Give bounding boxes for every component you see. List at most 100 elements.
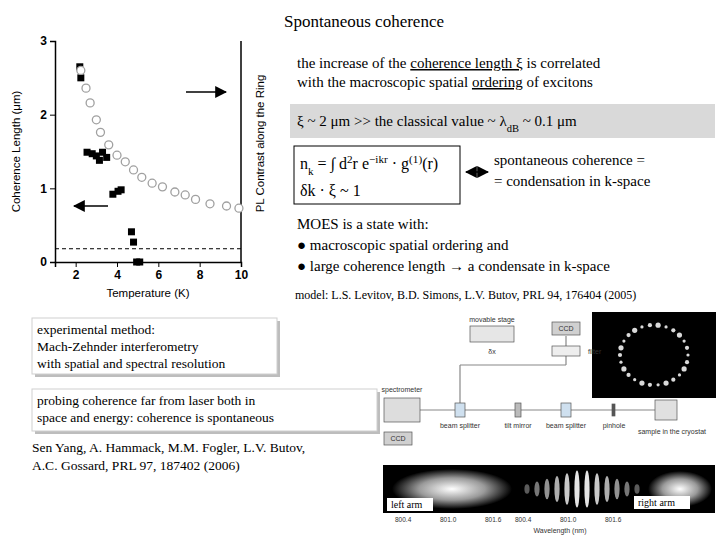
setup-label: beam splitter bbox=[440, 422, 481, 430]
paper-citation: Sen Yang, A. Hammack, M.M. Fogler, L.V. … bbox=[32, 440, 305, 455]
fringe bbox=[634, 484, 639, 494]
data-point bbox=[105, 141, 113, 149]
data-point bbox=[136, 259, 143, 266]
ccd-left bbox=[384, 432, 412, 445]
setup-label: CCD bbox=[558, 325, 573, 332]
wavelength-tick: 801.0 bbox=[440, 516, 457, 523]
beam-splitter-1 bbox=[455, 403, 465, 417]
data-point bbox=[138, 173, 146, 181]
beam-path bbox=[460, 364, 566, 365]
probing-line: space and energy: coherence is spontaneo… bbox=[37, 410, 274, 425]
data-point bbox=[113, 151, 121, 159]
series-1 bbox=[77, 66, 243, 212]
equivalence-line: = condensation in k-space bbox=[494, 173, 651, 189]
formula-line: nk = ∫ d2r e−ikr · g(1)(r) bbox=[300, 153, 438, 177]
ring-spot bbox=[685, 346, 689, 350]
equivalence-line: spontaneous coherence = bbox=[494, 152, 645, 168]
text-run: · g bbox=[388, 155, 409, 173]
text-run: (1) bbox=[409, 153, 422, 166]
data-point bbox=[181, 191, 189, 199]
probing-box bbox=[32, 389, 377, 431]
data-point bbox=[86, 99, 94, 107]
setup-label: CCD bbox=[390, 435, 405, 442]
x-tick-label: 8 bbox=[197, 268, 204, 282]
y-tick-label: 2 bbox=[40, 108, 47, 122]
y-axis-line bbox=[50, 42, 56, 263]
moes-line: MOES is a state with: bbox=[297, 216, 429, 232]
ring-spot bbox=[626, 373, 630, 377]
moes-line: ● macroscopic spatial ordering and bbox=[297, 237, 509, 253]
left-arm-label: left arm bbox=[391, 499, 423, 510]
x-tick-label: 2 bbox=[73, 268, 80, 282]
slide-title: Spontaneous coherence bbox=[284, 12, 444, 31]
setup-label: tilt mirror bbox=[504, 422, 532, 429]
filter bbox=[552, 346, 580, 356]
x-tick-label: 4 bbox=[114, 268, 121, 282]
text-run: the increase of the bbox=[297, 55, 410, 71]
tilt-mirror bbox=[515, 403, 521, 417]
data-point bbox=[77, 66, 85, 74]
ring-spot bbox=[618, 353, 622, 357]
fringe bbox=[594, 473, 599, 505]
ring-spot bbox=[626, 333, 630, 337]
setup-label: movable stage bbox=[469, 316, 515, 324]
ring-spot bbox=[619, 361, 622, 364]
ring-spot bbox=[678, 373, 681, 376]
x-tick-label: 6 bbox=[155, 268, 162, 282]
text-run: dB bbox=[507, 123, 519, 134]
ring-spot bbox=[671, 378, 675, 382]
wavelength-tick: 800.4 bbox=[515, 516, 532, 523]
setup-label: pinhole bbox=[603, 422, 626, 430]
probing-line: probing coherence far from laser both in bbox=[37, 393, 255, 408]
ring-spot bbox=[640, 325, 643, 328]
data-point bbox=[171, 188, 179, 196]
y-tick: 1 bbox=[40, 182, 55, 196]
data-point bbox=[148, 179, 156, 187]
ring-spot bbox=[618, 345, 623, 350]
y-tick-label: 3 bbox=[40, 34, 47, 48]
data-point bbox=[235, 204, 243, 212]
classical-value: ξ ~ 2 μm >> the classical value ~ λdB ~ … bbox=[297, 113, 577, 134]
formula-box bbox=[294, 146, 460, 204]
ring-spot bbox=[664, 325, 667, 328]
fringe bbox=[584, 470, 589, 507]
setup-label: sample in the cryostat bbox=[638, 428, 706, 436]
text-run: δk · ξ ~ 1 bbox=[300, 182, 361, 199]
data-point bbox=[130, 239, 137, 246]
text-run: with the macroscopic spatial bbox=[297, 74, 472, 90]
x-tick: 10 bbox=[235, 262, 249, 282]
y-axis: 0123 bbox=[40, 34, 55, 269]
left-arm-image bbox=[392, 469, 512, 509]
statement-line: with the macroscopic spatial ordering of… bbox=[297, 74, 593, 90]
ring-spot bbox=[621, 366, 626, 371]
text-run: = ∫ d bbox=[314, 155, 347, 174]
y-tick-mark bbox=[50, 115, 55, 116]
ring-spot bbox=[656, 383, 659, 386]
wavelength-tick: 801.0 bbox=[560, 516, 577, 523]
ring-spot bbox=[622, 339, 625, 342]
y-tick-mark bbox=[50, 262, 55, 263]
text-run: ordering bbox=[472, 74, 523, 90]
x-tick-mark bbox=[200, 262, 201, 267]
arrow-right bbox=[186, 91, 226, 93]
data-point bbox=[121, 158, 129, 166]
data-point bbox=[96, 128, 104, 136]
text-run: r e bbox=[353, 155, 369, 172]
ring-spot bbox=[663, 380, 668, 385]
data-point bbox=[77, 74, 84, 81]
pinhole bbox=[612, 404, 615, 416]
data-point bbox=[103, 154, 110, 161]
slide: Spontaneous coherence2468100123Temperatu… bbox=[0, 0, 720, 540]
setup-label: filter bbox=[588, 348, 602, 355]
image-background bbox=[383, 465, 715, 513]
text-run: ξ ~ 2 μm >> the classical value ~ λ bbox=[297, 113, 507, 129]
data-point bbox=[96, 157, 103, 164]
formula-line: δk · ξ ~ 1 bbox=[300, 182, 361, 199]
x-tick-mark bbox=[158, 262, 159, 267]
ring-spot bbox=[633, 378, 636, 381]
y-tick-label: 1 bbox=[40, 182, 47, 196]
y-axis-title: Coherence Length (μm) bbox=[10, 90, 22, 212]
movable-stage bbox=[470, 326, 514, 342]
paper-citation: A.C. Gossard, PRL 97, 187402 (2006) bbox=[32, 458, 240, 473]
fringe bbox=[624, 481, 629, 496]
